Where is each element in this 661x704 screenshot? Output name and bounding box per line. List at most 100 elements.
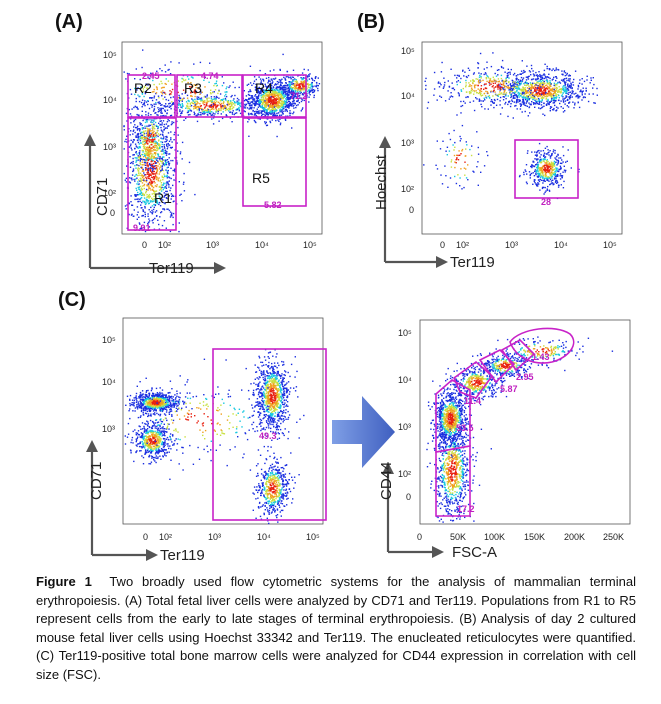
scatter-dot	[159, 156, 161, 158]
scatter-dot	[287, 100, 290, 103]
scatter-dot	[275, 99, 278, 101]
scatter-dot	[150, 180, 153, 183]
scatter-dot	[552, 172, 554, 174]
scatter-dot	[571, 96, 573, 98]
scatter-dot	[292, 105, 294, 107]
scatter-dot	[536, 159, 538, 161]
scatter-dot	[161, 104, 163, 106]
scatter-dot	[572, 90, 574, 93]
scatter-dot	[153, 119, 155, 122]
scatter-dot	[556, 87, 558, 89]
scatter-dot	[540, 94, 542, 96]
scatter-dot	[150, 72, 152, 74]
scatter-dot	[143, 86, 146, 88]
scatter-dot	[528, 88, 530, 90]
scatter-dot	[554, 87, 556, 89]
scatter-dot	[555, 98, 557, 100]
scatter-dot	[158, 122, 160, 124]
scatter-dot	[208, 97, 210, 99]
scatter-dot	[302, 81, 304, 83]
scatter-dot	[585, 89, 587, 92]
scatter-dot	[215, 85, 218, 87]
scatter-dot	[171, 101, 173, 103]
scatter-dot	[540, 154, 542, 156]
scatter-dot	[514, 91, 516, 93]
scatter-dot	[451, 82, 453, 84]
scatter-dot	[541, 171, 543, 174]
scatter-dot	[164, 160, 166, 162]
scatter-dot	[517, 94, 519, 97]
scatter-dot	[143, 184, 145, 187]
scatter-dot	[557, 161, 559, 164]
scatter-dot	[157, 155, 160, 157]
scatter-dot	[150, 157, 152, 159]
scatter-dot	[287, 91, 289, 93]
scatter-dot	[167, 80, 170, 82]
scatter-dot	[264, 111, 266, 113]
scatter-dot	[279, 110, 282, 112]
scatter-dot	[153, 130, 155, 133]
scatter-dot	[181, 107, 183, 109]
scatter-dot	[268, 95, 270, 97]
scatter-dot	[529, 112, 531, 114]
scatter-dot	[210, 104, 213, 106]
scatter-dot	[160, 126, 162, 129]
scatter-dot	[556, 109, 558, 111]
scatter-dot	[523, 71, 525, 73]
scatter-dot	[263, 99, 265, 101]
scatter-dot	[529, 71, 532, 73]
scatter-dot	[290, 105, 293, 107]
scatter-dot	[156, 200, 158, 202]
scatter-dot	[526, 105, 528, 107]
scatter-dot	[283, 94, 285, 96]
scatter-dot	[299, 85, 301, 88]
scatter-dot	[540, 171, 542, 174]
scatter-dot	[489, 78, 491, 80]
scatter-dot	[549, 91, 551, 93]
scatter-dot	[153, 166, 155, 168]
scatter-dot	[139, 140, 142, 142]
scatter-dot	[274, 83, 277, 85]
scatter-dot	[560, 79, 563, 81]
scatter-dot	[470, 92, 472, 94]
scatter-dot	[181, 110, 184, 112]
scatter-dot	[530, 92, 532, 94]
scatter-dot	[540, 150, 542, 152]
scatter-dot	[505, 93, 507, 96]
scatter-dot	[140, 131, 143, 134]
scatter-dot	[502, 99, 505, 101]
scatter-dot	[270, 82, 272, 84]
scatter-dot	[567, 84, 569, 86]
scatter-dot	[497, 78, 500, 80]
scatter-dot	[156, 169, 159, 172]
scatter-dot	[523, 101, 525, 103]
scatter-dot	[223, 101, 225, 103]
scatter-dot	[503, 90, 506, 92]
scatter-dot	[478, 72, 480, 74]
scatter-dot	[547, 169, 549, 171]
scatter-dot	[479, 90, 481, 92]
scatter-dot	[142, 149, 144, 152]
scatter-dot	[263, 98, 265, 101]
scatter-dot	[203, 79, 205, 81]
scatter-dot	[162, 91, 164, 94]
scatter-dot	[181, 104, 184, 106]
scatter-dot	[513, 88, 515, 91]
scatter-dot	[549, 87, 551, 90]
scatter-dot	[146, 161, 149, 164]
scatter-dot	[295, 96, 298, 98]
scatter-dot	[280, 81, 282, 84]
scatter-dot	[543, 102, 545, 104]
scatter-dot	[303, 85, 305, 87]
scatter-dot	[274, 104, 276, 106]
scatter-dot	[130, 195, 132, 197]
scatter-dot	[533, 94, 536, 96]
scatter-dot	[295, 85, 297, 87]
scatter-dot	[159, 143, 161, 146]
scatter-dot	[139, 128, 141, 131]
scatter-dot	[292, 87, 295, 89]
scatter-dot	[540, 81, 542, 83]
scatter-dot	[123, 129, 125, 131]
scatter-dot	[468, 69, 471, 71]
scatter-dot	[145, 149, 147, 151]
